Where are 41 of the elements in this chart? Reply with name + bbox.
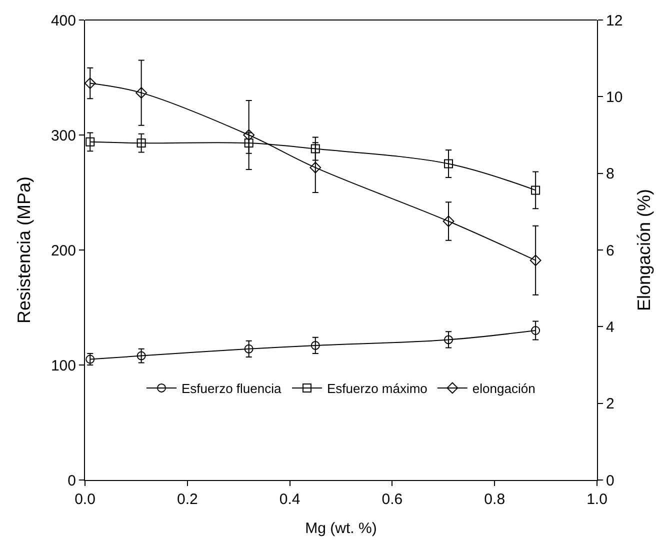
x-tick-label: 1.0: [586, 491, 608, 508]
point: [136, 351, 146, 360]
point: [310, 162, 322, 174]
x-tick-label: 0.8: [484, 491, 506, 508]
y-tick-label: 300: [50, 127, 76, 144]
y2-axis-title: Elongación (%): [634, 188, 654, 312]
point: [442, 216, 454, 227]
y2-tick-label: 4: [606, 318, 614, 336]
point: [444, 159, 454, 168]
x-tick-label: 0.4: [279, 491, 300, 508]
y2-tick-label: 12: [606, 12, 623, 30]
point: [136, 87, 148, 99]
point: [310, 340, 320, 350]
y-axis-title: Resistencia (MPa): [14, 176, 34, 324]
x-tick-label: 0.6: [382, 491, 403, 508]
y2-tick-label: 0: [606, 472, 614, 490]
y2-tick-label: 8: [606, 166, 614, 183]
y2-tick-label: 2: [606, 396, 614, 413]
x-tick-label: 0.2: [176, 491, 198, 508]
legend-label: Esfuerzo fluencia: [182, 381, 282, 396]
point: [85, 78, 96, 89]
point: [530, 254, 542, 266]
y2-tick-label: 10: [606, 88, 623, 106]
point: [244, 138, 254, 148]
y-tick-label: 0: [68, 472, 76, 490]
point: [531, 186, 540, 195]
x-axis-title: Mg (wt. %): [305, 520, 377, 537]
point: [86, 137, 95, 146]
point: [243, 129, 255, 141]
x-tick-label: 0.0: [74, 491, 96, 508]
legend-label: Esfuerzo máximo: [326, 381, 428, 396]
legend-label: elongación: [472, 381, 536, 396]
point: [244, 344, 254, 354]
y-tick-label: 200: [50, 242, 76, 260]
point: [310, 144, 320, 154]
point: [444, 335, 454, 344]
y-tick-label: 400: [50, 12, 76, 30]
y2-tick-label: 6: [606, 242, 614, 260]
point: [136, 138, 146, 148]
y-tick-label: 100: [50, 357, 76, 374]
point: [531, 326, 540, 335]
